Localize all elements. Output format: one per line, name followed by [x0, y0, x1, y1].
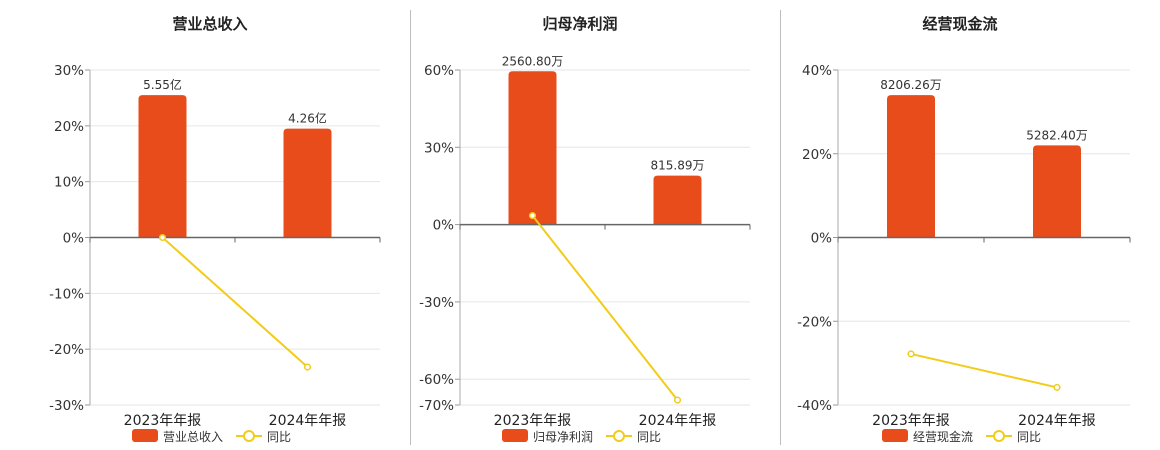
legend-line-label: 同比 [267, 430, 291, 444]
yoy-point[interactable] [673, 396, 682, 404]
legend-bar-label: 归母净利润 [533, 430, 593, 444]
yoy-point[interactable] [303, 363, 312, 371]
y-tick-label: 20% [54, 119, 84, 135]
bar[interactable] [138, 95, 187, 238]
bar-data-label: 815.89万 [651, 159, 705, 173]
x-tick-label: 2023年年报 [494, 413, 572, 429]
y-tick-label: -40% [797, 398, 832, 414]
bar-data-label: 5282.40万 [1026, 128, 1088, 142]
bar[interactable] [508, 71, 557, 225]
yoy-point[interactable] [1053, 383, 1061, 391]
bar-data-label: 5.55亿 [143, 77, 182, 92]
x-tick-label: 2024年年报 [639, 413, 717, 429]
panel-divider [410, 10, 411, 445]
x-tick-label: 2023年年报 [124, 413, 202, 429]
legend-line-label: 同比 [1017, 430, 1041, 444]
y-tick-label: 10% [54, 175, 84, 191]
y-tick-label: -30% [49, 398, 84, 414]
bar-data-label: 8206.26万 [880, 78, 942, 92]
y-tick-label: -30% [419, 295, 454, 311]
legend-bar-label: 经营现金流 [913, 429, 973, 444]
y-tick-label: 40% [802, 63, 832, 79]
chart-title: 归母净利润 [542, 15, 617, 33]
legend-line-marker [993, 430, 1005, 442]
y-tick-label: 30% [424, 140, 454, 156]
y-tick-label: -20% [49, 342, 84, 358]
yoy-line [531, 214, 679, 401]
legend-bar-swatch[interactable] [502, 429, 528, 442]
yoy-point[interactable] [528, 212, 537, 220]
legend-bar-label: 营业总收入 [163, 430, 223, 444]
y-tick-label: -60% [419, 372, 454, 388]
bar-data-label: 2560.80万 [502, 54, 564, 68]
legend-bar-swatch[interactable] [882, 429, 908, 442]
chart-title: 营业总收入 [172, 15, 247, 33]
bar[interactable] [1033, 145, 1081, 238]
bar[interactable] [887, 95, 935, 238]
yoy-line [910, 352, 1058, 389]
yoy-point[interactable] [907, 350, 915, 358]
legend-line-label: 同比 [637, 430, 661, 444]
bar[interactable] [653, 175, 702, 225]
legend-line-marker [243, 430, 255, 442]
y-tick-label: 0% [63, 231, 85, 247]
yoy-point[interactable] [158, 233, 167, 242]
y-tick-label: -20% [797, 314, 832, 330]
x-tick-label: 2024年年报 [1018, 413, 1096, 429]
bar-data-label: 4.26亿 [288, 111, 327, 126]
legend-bar-swatch[interactable] [132, 429, 158, 442]
y-tick-label: 0% [811, 231, 833, 247]
x-tick-label: 2024年年报 [269, 413, 347, 429]
legend-line-marker [613, 430, 625, 442]
chart-title: 经营现金流 [922, 15, 997, 33]
y-tick-label: 0% [433, 218, 455, 234]
yoy-line [161, 236, 309, 368]
y-tick-label: -10% [49, 286, 84, 302]
y-tick-label: 60% [424, 63, 454, 79]
y-tick-label: 30% [54, 63, 84, 79]
panel-divider [780, 10, 781, 445]
x-tick-label: 2023年年报 [872, 413, 950, 429]
y-tick-label: -70% [419, 398, 454, 414]
bar[interactable] [283, 128, 332, 238]
y-tick-label: 20% [802, 147, 832, 163]
